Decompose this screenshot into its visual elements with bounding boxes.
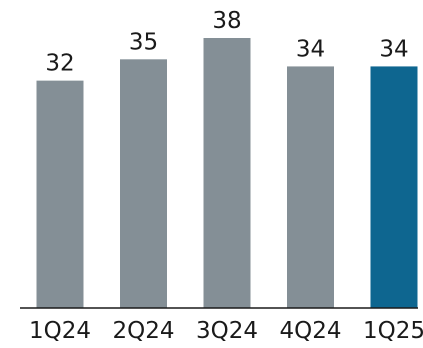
bars-group — [36, 38, 418, 308]
x-tick-label-4Q24: 4Q24 — [279, 318, 341, 344]
x-tick-label-1Q25: 1Q25 — [363, 318, 423, 344]
value-label-2Q24: 35 — [129, 29, 158, 55]
x-tick-label-3Q24: 3Q24 — [196, 318, 258, 344]
value-label-1Q25: 34 — [379, 36, 408, 62]
x-tick-label-1Q24: 1Q24 — [29, 318, 91, 344]
x-tick-label-2Q24: 2Q24 — [112, 318, 174, 344]
bar-1Q24 — [36, 80, 84, 308]
bar-1Q25 — [370, 66, 418, 308]
x-tick-labels-group: 1Q24 2Q24 3Q24 4Q24 1Q25 — [29, 318, 423, 344]
value-label-1Q24: 32 — [45, 51, 74, 77]
bar-2Q24 — [120, 59, 167, 308]
value-label-4Q24: 34 — [296, 36, 325, 62]
value-label-3Q24: 38 — [212, 8, 241, 34]
value-labels-group: 32 35 38 34 34 — [45, 8, 408, 77]
bar-4Q24 — [287, 66, 334, 308]
bar-3Q24 — [203, 38, 251, 308]
